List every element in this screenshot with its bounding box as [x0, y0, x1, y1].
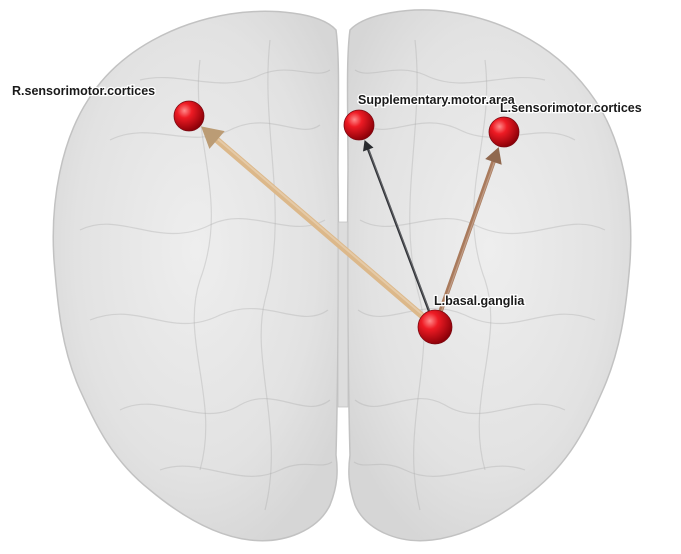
edge-arrowhead [485, 147, 502, 165]
edge-arrowhead [201, 126, 225, 149]
node-supplementary-motor-area [343, 109, 375, 141]
edge-l-basal-ganglia-to-supplementary-motor-area [363, 140, 431, 315]
edge-l-basal-ganglia-to-l-sensorimotor-cortices [437, 147, 502, 316]
region-labels: R.sensorimotor.cortices Supplementary.mot… [11, 83, 643, 310]
edge-highlight [368, 149, 431, 313]
edge-highlight [217, 138, 426, 317]
label-supplementary-motor-area: Supplementary.motor.area [358, 93, 516, 107]
midline [337, 221, 349, 408]
label-r-sensorimotor-cortices: R.sensorimotor.cortices [12, 84, 155, 98]
edge-arrowhead [363, 140, 374, 152]
connections [201, 126, 502, 321]
left-hemisphere [346, 9, 632, 542]
edge-shaft [367, 148, 431, 315]
edge-shaft [213, 136, 427, 321]
edge-l-basal-ganglia-to-r-sensorimotor-cortices [201, 126, 427, 321]
label-l-sensorimotor-cortices: L.sensorimotor.cortices [500, 101, 642, 115]
edge-shaft [437, 159, 496, 316]
node-l-basal-ganglia [417, 309, 453, 345]
regions [173, 100, 520, 345]
node-l-sensorimotor-cortices [488, 116, 520, 148]
label-l-basal-ganglia: L.basal.ganglia [434, 294, 525, 308]
brain-outline [52, 9, 632, 542]
edge-highlight [440, 161, 495, 314]
node-r-sensorimotor-cortices [173, 100, 205, 132]
